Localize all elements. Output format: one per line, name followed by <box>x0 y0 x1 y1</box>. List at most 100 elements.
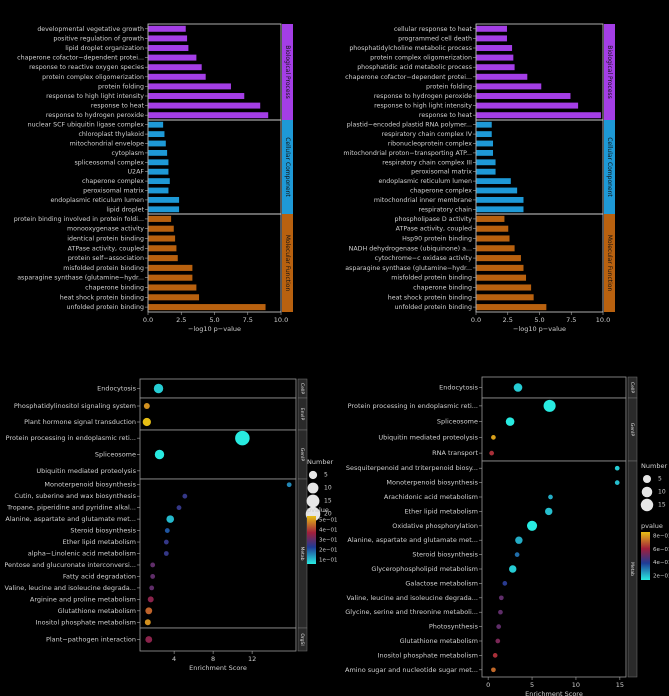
bar <box>148 112 269 119</box>
bar <box>148 304 266 311</box>
category-label: chaperone cofactor−dependent protei... <box>345 74 472 81</box>
x-axis-label: Enrichment Score <box>189 664 247 672</box>
bar <box>148 121 164 128</box>
bar <box>476 45 513 51</box>
x-tick-label: 0 <box>486 681 490 689</box>
category-label: U2AF <box>127 169 144 176</box>
size-legend-title: Number <box>641 462 667 470</box>
category-label: Photosynthesis <box>429 623 479 631</box>
bar <box>148 131 165 138</box>
category-label: lipid droplet organization <box>65 45 144 52</box>
bar <box>148 64 202 71</box>
category-label: Sesquiterpenoid and triterpenoid biosy..… <box>346 464 478 472</box>
facet-label: Molecular Function <box>284 235 291 292</box>
category-label: Plant−pathogen interaction <box>46 636 136 644</box>
facet-label: CellP <box>299 383 305 394</box>
bar <box>476 83 542 90</box>
panel-frame <box>481 460 627 678</box>
bar <box>476 274 527 281</box>
bar <box>148 284 197 291</box>
bar <box>148 196 180 203</box>
data-point <box>543 399 556 412</box>
facet-label: Molecular Function <box>606 235 613 292</box>
bar <box>476 149 494 156</box>
bar <box>148 83 231 90</box>
colorbar-tick-label: 5e−01 <box>319 518 338 524</box>
data-point <box>150 562 156 568</box>
category-label: Glutathione metabolism <box>58 607 136 615</box>
facet-label: Biological Process <box>606 45 613 99</box>
data-point <box>505 417 515 426</box>
facet-label: Cellular Component <box>606 137 613 197</box>
size-legend-circle <box>642 474 652 484</box>
bar <box>476 235 510 242</box>
data-point <box>147 596 154 603</box>
bar <box>476 35 507 42</box>
category-label: cytochrome−c oxidase activity <box>375 255 473 262</box>
category-label: Pentose and glucuronate interconversi... <box>4 561 136 569</box>
size-legend-circle <box>307 482 319 494</box>
x-tick-label: 4 <box>172 655 176 663</box>
colorbar-tick-label: 1e−01 <box>319 558 338 564</box>
category-label: Valine, leucine and isoleucine degrada..… <box>347 594 478 602</box>
category-label: mitochondrial proton−transporting ATP... <box>343 150 472 157</box>
panel-frame <box>139 378 297 399</box>
category-label: endoplasmic reticulum lumen <box>50 197 144 204</box>
category-label: chaperone binding <box>85 285 144 292</box>
category-label: misfolded protein binding <box>391 275 472 282</box>
bar <box>476 264 524 271</box>
category-label: phosphatidylcholine metabolic process <box>349 45 472 52</box>
bar <box>148 225 174 232</box>
bar <box>476 304 547 311</box>
category-label: protein self−association <box>68 255 144 262</box>
color-legend-title: pvalue <box>307 506 329 514</box>
size-legend-circle <box>306 494 320 508</box>
category-label: Steroid biosynthesis <box>70 527 136 535</box>
bar <box>148 255 178 262</box>
category-label: NADH dehydrogenase (ubiquinone) a... <box>349 245 472 252</box>
category-label: plastid−encoded plastid RNA polymer... <box>347 122 472 129</box>
category-label: cellular response to heat <box>394 26 473 33</box>
category-label: asparagine synthase (glutamine−hydr... <box>345 265 472 272</box>
category-label: alpha−Linolenic acid metabolism <box>28 550 136 558</box>
bar <box>476 64 515 71</box>
category-label: Fatty acid degradation <box>63 572 136 580</box>
x-tick-label: 10.0 <box>274 316 288 324</box>
bar <box>148 35 188 42</box>
bar <box>476 284 532 291</box>
data-point <box>164 528 170 533</box>
category-label: Ubiquitin mediated proteolysis <box>36 467 136 475</box>
category-label: protein binding involved in protein fold… <box>14 216 144 223</box>
bar <box>476 140 494 147</box>
category-label: respiratory chain complex III <box>382 159 472 166</box>
category-label: endoplasmic reticulum lumen <box>378 178 472 185</box>
bar <box>476 131 492 138</box>
bar <box>148 140 166 147</box>
data-point <box>145 607 153 615</box>
category-label: spliceosomal complex <box>74 159 144 166</box>
facet-strip <box>297 627 308 652</box>
colorbar <box>641 532 650 580</box>
category-label: RNA transport <box>432 449 478 457</box>
category-label: nuclear SCF ubiquitin ligase complex <box>28 122 145 129</box>
data-point <box>491 667 496 673</box>
category-label: Phosphatidylinositol signaling system <box>14 402 136 410</box>
data-point <box>163 551 169 556</box>
category-label: unfolded protein binding <box>394 304 472 311</box>
category-label: programmed cell death <box>398 35 472 42</box>
bar <box>148 178 170 185</box>
category-label: Protein processing in endoplasmic reti..… <box>6 434 136 442</box>
category-label: asparagine synthase (glutamine−hydr... <box>17 275 144 282</box>
x-tick-label: 15 <box>616 681 624 689</box>
category-label: Ether lipid metabolism <box>404 507 478 515</box>
bar <box>148 294 200 301</box>
bar <box>476 196 524 203</box>
bar <box>476 245 515 252</box>
bar <box>476 168 496 175</box>
bar <box>148 54 197 61</box>
category-label: response to high light intensity <box>46 93 144 100</box>
x-tick-label: 5.0 <box>534 316 544 324</box>
facet-strip <box>282 24 293 120</box>
bar <box>476 159 496 166</box>
